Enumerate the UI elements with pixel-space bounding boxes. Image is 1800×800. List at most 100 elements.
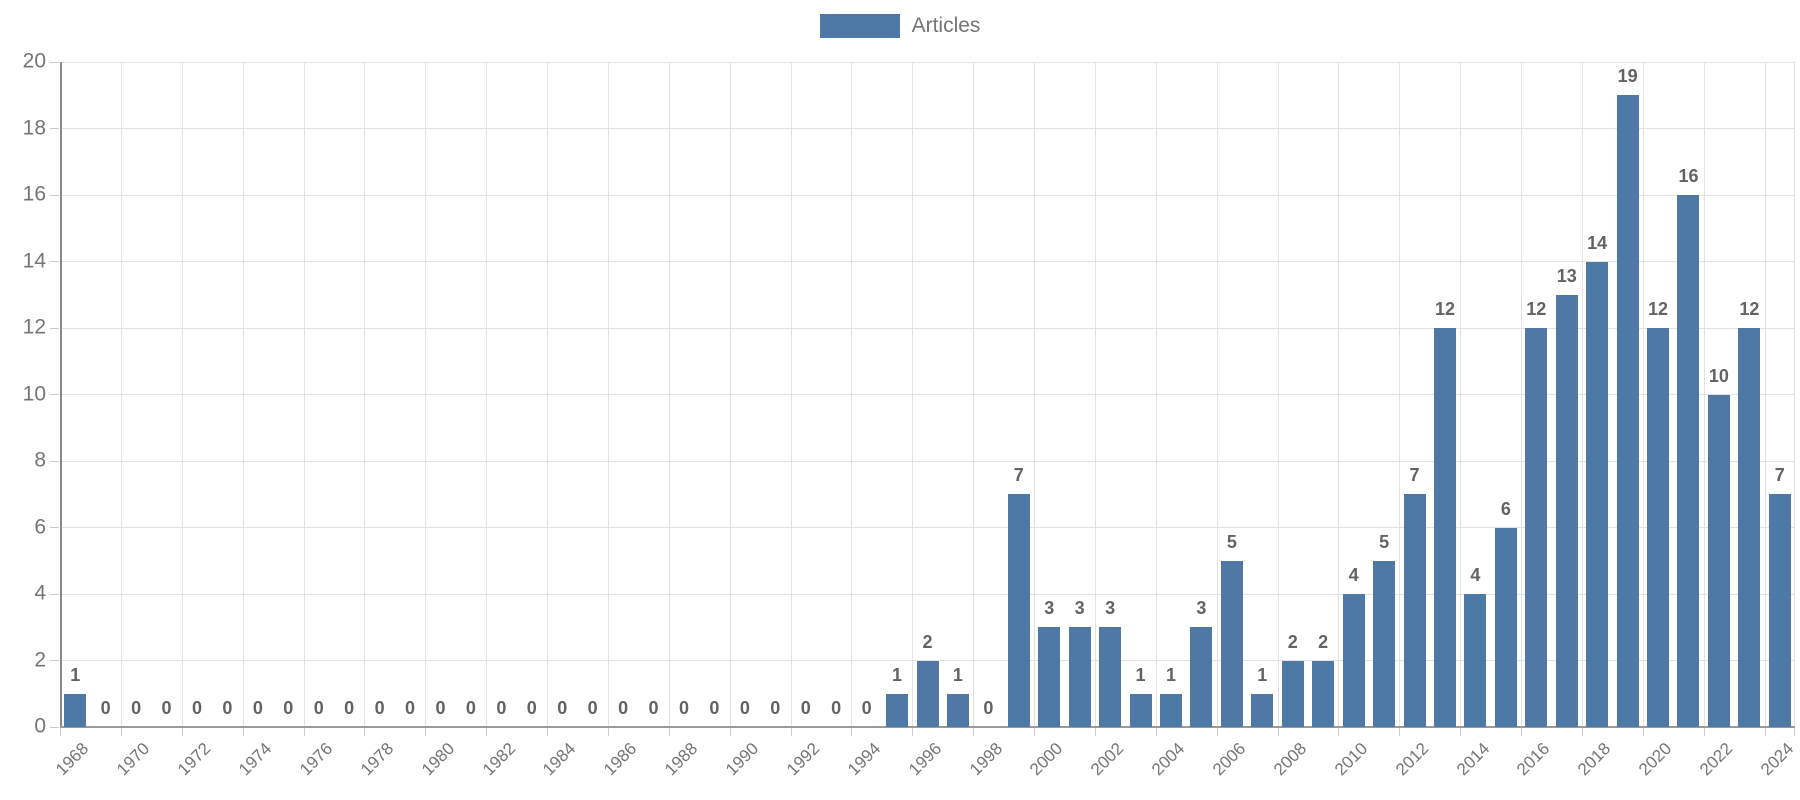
bar-2014[interactable] [1464,594,1487,727]
legend-item-articles[interactable]: Articles [819,14,980,38]
y-axis-tick-label: 14 [22,249,46,273]
bar-2006[interactable] [1220,560,1243,727]
x-axis-tick-label: 1972 [174,739,215,780]
y-axis-tick [50,128,59,129]
bar-value-label-1982: 0 [496,698,507,718]
bar-2003[interactable] [1129,693,1152,727]
bar-value-label-2007: 1 [1257,664,1268,685]
bar-2008[interactable] [1281,660,1304,727]
x-axis-tick-label: 2022 [1696,739,1737,780]
bar-value-label-2016: 12 [1526,299,1547,319]
bar-value-label-1971: 0 [161,698,172,718]
v-gridline [1155,62,1157,727]
bar-value-label-2012: 7 [1409,465,1420,486]
bar-2022[interactable] [1707,394,1730,727]
x-axis-tick [1794,727,1795,736]
bar-2016[interactable] [1525,328,1548,727]
x-axis-tick [1460,727,1462,736]
v-gridline [242,62,244,727]
v-gridline [1794,62,1795,727]
bar-value-label-1996: 2 [922,631,933,652]
bar-2021[interactable] [1677,195,1700,727]
bar-2001[interactable] [1068,627,1091,727]
bar-value-label-2006: 5 [1226,531,1237,552]
bar-2010[interactable] [1342,594,1365,727]
bar-1996[interactable] [916,660,939,727]
bar-1995[interactable] [886,693,909,727]
bar-2023[interactable] [1738,328,1761,727]
bar-2004[interactable] [1160,693,1182,727]
x-axis-tick-label: 2016 [1513,739,1554,780]
bar-value-label-2017: 13 [1556,265,1577,286]
bar-2015[interactable] [1494,527,1517,727]
x-axis-tick-label: 1998 [965,739,1006,780]
bar-2000[interactable] [1038,627,1061,727]
x-axis-tick-label: 1990 [722,739,763,780]
bar-value-label-2002: 3 [1105,598,1116,619]
v-gridline [1642,62,1644,727]
bar-2020[interactable] [1647,328,1670,727]
bar-2007[interactable] [1251,693,1274,727]
x-axis-tick-label: 1986 [600,739,641,780]
v-gridline [729,62,731,727]
bar-2024[interactable] [1768,494,1791,727]
x-axis-tick-label: 1978 [356,739,398,780]
x-axis-tick-label: 1968 [52,739,93,780]
bar-2019[interactable] [1616,95,1639,727]
bar-value-label-1975: 0 [283,698,294,718]
bar-1968[interactable] [64,693,87,727]
v-gridline [1399,62,1401,727]
x-axis-tick [1521,727,1523,736]
h-gridline [60,593,1795,595]
x-axis-tick [912,727,914,736]
y-axis-tick [50,194,59,196]
bar-value-label-1976: 0 [313,698,324,718]
x-axis-tick [303,727,305,736]
y-axis-tick-label: 16 [22,182,46,206]
bar-value-label-1977: 0 [344,698,355,718]
x-axis-tick [60,727,61,736]
x-axis-tick [1399,727,1401,736]
bar-2002[interactable] [1099,627,1122,727]
bar-value-label-2004: 1 [1165,664,1176,685]
v-gridline [1764,62,1766,727]
bar-2011[interactable] [1373,560,1396,727]
x-axis-tick-label: 2006 [1209,739,1250,780]
bar-2018[interactable] [1586,261,1609,727]
x-axis-tick-label: 2004 [1148,739,1189,780]
y-axis-tick-label: 8 [34,448,46,472]
y-axis-tick [50,61,59,63]
bar-2013[interactable] [1433,328,1456,727]
bar-1997[interactable] [946,693,969,727]
x-axis-tick-label: 2008 [1270,739,1311,780]
v-gridline [1034,62,1036,727]
bar-value-label-1986: 0 [618,698,629,718]
x-axis-tick-label: 2010 [1330,739,1372,780]
x-axis-line [60,726,1795,728]
bar-2005[interactable] [1190,627,1213,727]
v-gridline [425,62,427,727]
bar-value-label-1998: 0 [983,698,994,718]
v-gridline [1338,62,1340,727]
bar-value-label-2015: 6 [1500,498,1511,519]
bar-value-label-1974: 0 [252,698,263,718]
bar-value-label-1969: 0 [100,698,111,718]
x-axis-tick [668,727,670,736]
x-axis-tick-label: 1996 [904,739,945,780]
bar-value-label-1987: 0 [648,698,659,718]
bar-2017[interactable] [1555,294,1578,727]
bar-value-label-2019: 19 [1617,66,1638,87]
x-axis-tick [425,727,427,736]
x-axis-tick [729,727,731,736]
bar-2012[interactable] [1403,494,1426,727]
bar-value-label-2010: 4 [1348,565,1359,585]
y-axis-tick-label: 0 [34,714,46,738]
y-axis-tick [50,660,59,661]
y-axis-tick-label: 12 [22,315,46,339]
x-axis-tick-label: 1988 [661,739,702,780]
x-axis-tick [1094,727,1096,736]
bar-1999[interactable] [1007,494,1030,727]
y-axis-tick [50,327,59,329]
x-axis-tick-label: 2018 [1574,739,1615,780]
bar-2009[interactable] [1312,660,1335,727]
